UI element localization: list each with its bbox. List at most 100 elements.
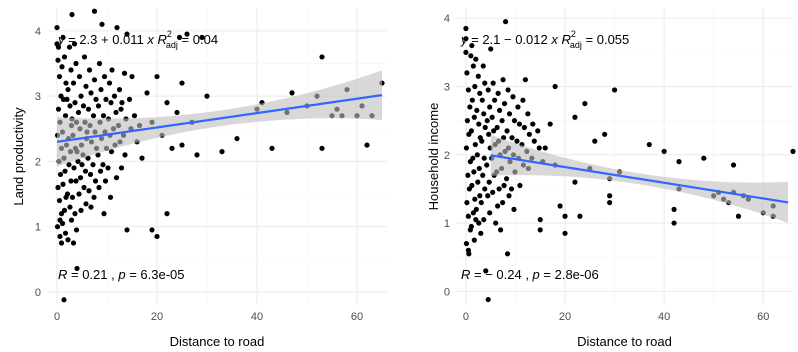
data-point — [131, 113, 138, 119]
data-point — [76, 191, 82, 197]
data-point — [118, 165, 125, 171]
data-point — [490, 80, 496, 86]
data-point — [671, 206, 677, 213]
x-tick-label: 40 — [658, 311, 670, 323]
data-point — [113, 109, 119, 116]
data-point — [536, 145, 542, 151]
data-point — [204, 93, 210, 99]
household-income-panel: 0 20 40 60 0 1 2 3 4 Distance to road Household in… — [426, 8, 796, 349]
y-tick-label: 3 — [444, 82, 450, 94]
data-point — [517, 182, 523, 189]
data-point — [92, 178, 99, 184]
data-point — [124, 227, 130, 233]
x-tick-label: 0 — [463, 311, 469, 323]
data-point — [96, 184, 102, 191]
data-point — [472, 141, 478, 148]
data-point — [515, 104, 521, 110]
data-point — [113, 175, 120, 181]
data-point — [485, 296, 491, 303]
data-point — [72, 211, 78, 217]
data-point — [129, 73, 135, 80]
data-point — [65, 86, 71, 93]
data-point — [465, 172, 471, 178]
data-point — [174, 109, 180, 116]
data-point — [154, 233, 160, 240]
data-point — [126, 96, 133, 102]
data-point — [64, 191, 71, 197]
data-point — [91, 194, 97, 200]
data-point — [493, 220, 499, 226]
regression-equation: y = 2.3 + 0.011 x R2 adj = 0.04 — [57, 29, 218, 50]
data-point — [542, 145, 548, 151]
data-point — [475, 73, 481, 79]
data-point — [530, 121, 536, 127]
data-point — [64, 96, 70, 102]
data-point — [790, 148, 796, 154]
data-point — [557, 203, 563, 209]
data-point — [73, 227, 80, 233]
data-point — [509, 135, 515, 141]
data-point — [86, 188, 92, 194]
data-point — [56, 197, 63, 204]
data-point — [119, 100, 125, 106]
data-point — [577, 213, 583, 219]
data-point — [473, 217, 479, 223]
data-point — [478, 230, 484, 236]
data-point — [486, 131, 492, 137]
data-point — [472, 196, 478, 202]
data-point — [108, 100, 114, 106]
data-point — [467, 104, 473, 110]
data-point — [479, 138, 485, 144]
data-point — [474, 152, 480, 158]
data-point — [101, 211, 107, 217]
data-point — [77, 175, 84, 181]
data-point — [54, 224, 61, 230]
data-point — [60, 181, 66, 187]
data-point — [522, 77, 528, 83]
data-points — [54, 8, 385, 303]
data-point — [477, 193, 483, 199]
data-point — [479, 97, 485, 103]
data-point — [164, 100, 170, 106]
data-point — [319, 145, 325, 151]
data-point — [498, 227, 504, 233]
data-point — [169, 145, 175, 151]
data-point — [114, 24, 120, 31]
data-point — [70, 240, 77, 246]
data-point — [468, 53, 474, 59]
data-point — [463, 36, 469, 42]
y-tick-label: 4 — [444, 13, 450, 25]
data-point — [547, 121, 553, 127]
data-point — [701, 155, 707, 161]
data-point — [98, 86, 104, 93]
data-point — [55, 44, 62, 50]
data-point — [67, 204, 73, 210]
y-tick-label: 1 — [35, 222, 41, 234]
data-point — [481, 111, 487, 117]
data-point — [108, 149, 115, 155]
data-point — [488, 46, 494, 52]
data-point — [469, 42, 475, 49]
data-point — [465, 87, 471, 93]
data-point — [234, 135, 240, 142]
x-tick-label: 20 — [151, 311, 163, 323]
data-point — [475, 179, 481, 185]
data-point — [81, 54, 88, 60]
data-point — [504, 128, 510, 134]
data-point — [525, 111, 531, 117]
data-point — [57, 171, 64, 178]
x-tick-label: 60 — [351, 311, 363, 323]
data-point — [491, 128, 497, 134]
data-point — [472, 83, 478, 90]
land-productivity-panel: 0 20 40 60 0 1 2 3 4 Distance to road Land product… — [11, 8, 387, 349]
data-point — [478, 199, 484, 206]
data-point — [69, 194, 76, 200]
data-point — [469, 97, 475, 103]
data-point — [471, 114, 477, 120]
data-point — [106, 80, 113, 86]
data-point — [465, 213, 471, 219]
data-point — [124, 31, 130, 37]
data-point — [511, 206, 517, 213]
data-point — [489, 114, 495, 120]
data-point — [510, 94, 516, 100]
